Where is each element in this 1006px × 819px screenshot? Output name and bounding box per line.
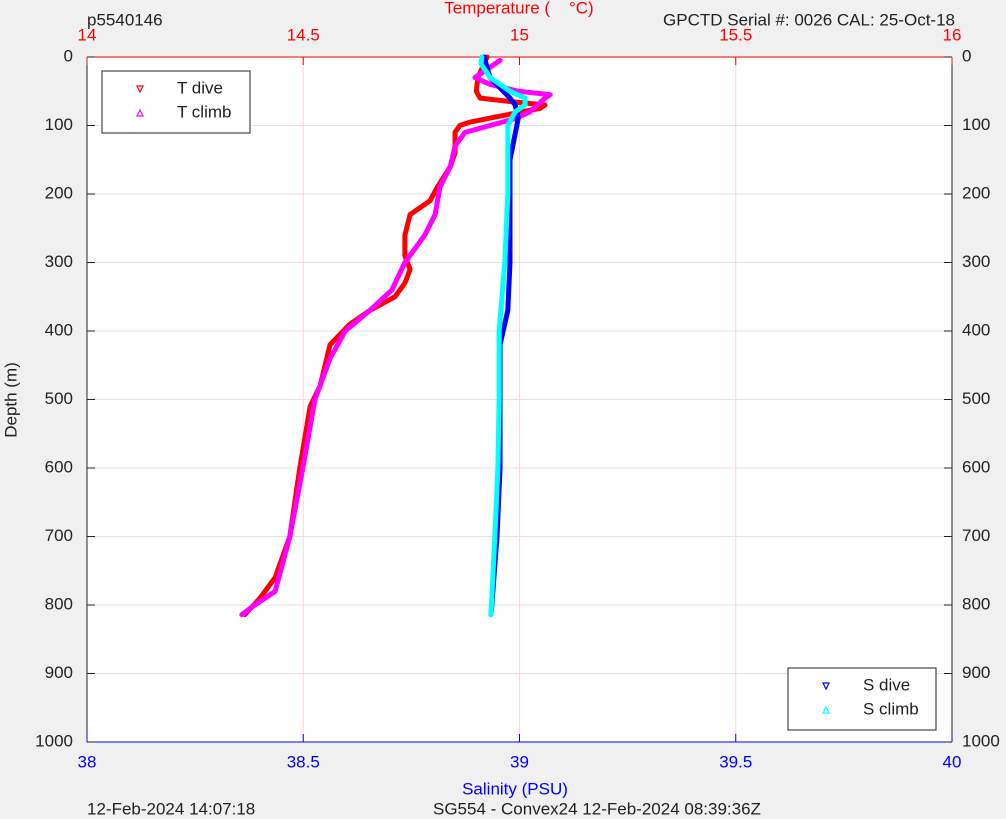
legend-box [101, 70, 251, 134]
legend-marker [136, 85, 144, 94]
y-tick-label: 1000 [35, 731, 73, 750]
y-tick-label: 900 [45, 663, 73, 682]
x-axis-label: Salinity (PSU) [462, 779, 568, 798]
x-tick-label: 16 [943, 25, 962, 44]
y-tick-label: 800 [962, 594, 990, 613]
y-tick-label: 900 [962, 663, 990, 682]
y-tick-label: 500 [45, 389, 73, 408]
y-tick-label: 200 [45, 183, 73, 202]
x-tick-label: 14 [78, 25, 97, 44]
y-tick-label: 200 [962, 183, 990, 202]
footer: SG554 - Convex24 12-Feb-2024 08:39:36Z [433, 799, 761, 818]
legend-label: T dive [177, 78, 223, 97]
y-tick-label: 600 [45, 457, 73, 476]
x-tick-label: 40 [943, 752, 962, 771]
y-tick-label: 800 [45, 594, 73, 613]
y-tick-label: 300 [962, 252, 990, 271]
y-tick-label: 0 [64, 46, 73, 65]
x-tick-label: 15.5 [719, 25, 752, 44]
y-tick-label: 100 [45, 115, 73, 134]
legend-marker [136, 108, 144, 117]
x-tick-label: 38.5 [287, 752, 320, 771]
y-tick-label: 500 [962, 389, 990, 408]
y-tick-label: 600 [962, 457, 990, 476]
y-tick-label: 1000 [962, 731, 1000, 750]
x-tick-label: 39.5 [719, 752, 752, 771]
legend-box [787, 667, 937, 731]
legend-label: S climb [863, 699, 919, 718]
legend-marker [822, 705, 830, 714]
y-tick-label: 700 [45, 526, 73, 545]
data-line [242, 54, 548, 618]
legend-label: S dive [863, 675, 910, 694]
legend-marker [822, 682, 830, 691]
y-tick-label: 700 [962, 526, 990, 545]
y-tick-label: 300 [45, 252, 73, 271]
x-tick-label: 38 [78, 752, 97, 771]
corner-label: GPCTD Serial #: 0026 CAL: 25-Oct-18 [663, 10, 955, 29]
y-axis-label: Depth (m) [1, 362, 20, 438]
legend-label: T climb [177, 102, 231, 121]
footer: 12-Feb-2024 14:07:18 [87, 799, 255, 818]
y-tick-label: 100 [962, 115, 990, 134]
corner-label: p5540146 [87, 10, 163, 29]
data-line [478, 54, 528, 618]
chart-title: Temperature ( °C) [444, 0, 593, 17]
y-tick-label: 400 [45, 320, 73, 339]
x-tick-label: 15 [510, 25, 529, 44]
x-tick-label: 39 [510, 752, 529, 771]
x-tick-label: 14.5 [287, 25, 320, 44]
y-tick-label: 400 [962, 320, 990, 339]
data-line [239, 57, 553, 618]
y-tick-label: 0 [962, 46, 971, 65]
